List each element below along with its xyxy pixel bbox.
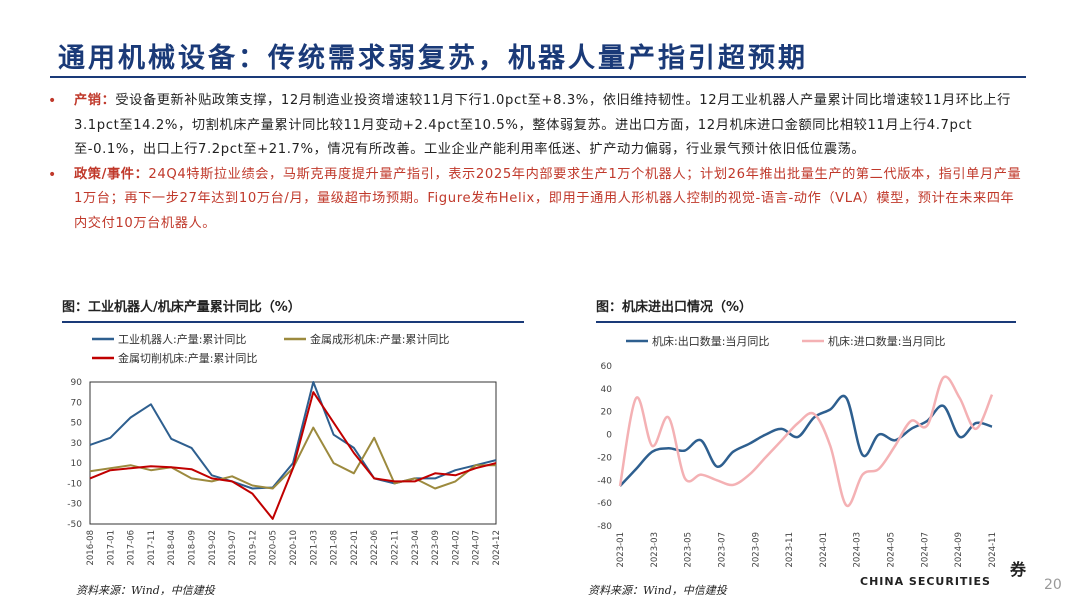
legend-label: 机床:进口数量:当月同比	[828, 334, 945, 348]
brand-mark: 券	[1010, 560, 1027, 579]
machine-tool-import-export-chart: 机床:出口数量:当月同比 机床:进口数量:当月同比 60 40 20 0 -20 -40 -60…	[597, 334, 998, 568]
legend-label: 机床:出口数量:当月同比	[652, 334, 769, 348]
y-tick-label: -60	[597, 499, 612, 509]
bullet-text: 24Q4特斯拉业绩会，马斯克再度提升量产指引，表示2025年内部要求生产1万个机…	[74, 166, 1022, 231]
legend-label: 工业机器人:产量:累计同比	[118, 332, 246, 346]
y-tick-label: -40	[597, 476, 612, 486]
y-tick-label: 0	[606, 431, 612, 441]
bullet-production-sales: • 产销：受设备更新补贴政策支撑，12月制造业投资增速较11月下行1.0pct至…	[48, 89, 1028, 163]
y-tick-label: -20	[597, 453, 612, 463]
x-tick-label: 2024-05	[887, 532, 897, 568]
y-tick-label: 40	[601, 385, 613, 395]
x-tick-label: 2020-05	[269, 530, 279, 566]
x-tick-label: 2022-06	[370, 530, 380, 566]
x-tick-label: 2022-11	[391, 530, 401, 566]
left-chart-rule	[62, 321, 524, 323]
x-tick-label: 2023-03	[650, 532, 660, 568]
legend-label: 金属切削机床:产量:累计同比	[118, 351, 257, 365]
y-tick-label: 60	[601, 362, 613, 372]
x-tick-label: 2021-03	[309, 530, 319, 566]
x-tick-label: 2024-11	[988, 532, 998, 568]
x-tick-label: 2024-01	[819, 532, 829, 568]
x-tick-label: 2023-05	[684, 532, 694, 568]
y-tick-label: -30	[67, 500, 82, 510]
right-source-note: 资料来源：Wind，中信建投	[588, 584, 727, 597]
page-number: 20	[1044, 577, 1062, 593]
left-source-note: 资料来源：Wind，中信建投	[76, 584, 215, 597]
right-chart-title: 图：机床进出口情况（%）	[596, 300, 753, 315]
x-tick-label: 2024-02	[451, 530, 461, 566]
y-tick-label: -80	[597, 522, 612, 532]
x-tick-label: 2019-02	[208, 530, 218, 566]
x-tick-label: 2017-01	[106, 530, 116, 566]
y-tick-label: 70	[71, 398, 83, 408]
x-tick-label: 2023-11	[785, 532, 795, 568]
x-tick-label: 2023-09	[431, 530, 441, 566]
x-tick-label: 2017-11	[147, 530, 157, 566]
x-tick-label: 2024-09	[954, 532, 964, 568]
right-chart-panel: 图：机床进出口情况（%）	[596, 296, 1016, 323]
y-tick-label: 20	[601, 408, 613, 418]
y-tick-label: 90	[71, 378, 83, 388]
x-tick-label: 2017-06	[127, 530, 137, 566]
x-tick-label: 2019-12	[248, 530, 258, 566]
slide-title: 通用机械设备：传统需求弱复苏，机器人量产指引超预期	[58, 43, 808, 74]
legend-label: 金属成形机床:产量:累计同比	[310, 332, 449, 346]
series-line	[618, 375, 994, 507]
industrial-robot-machine-tool-chart: 工业机器人:产量:累计同比 金属成形机床:产量:累计同比金属切削机床:产量:累计同…	[67, 332, 502, 566]
title-underline	[50, 76, 1026, 78]
bullet-lead: 产销：	[74, 93, 116, 108]
x-tick-label: 2020-10	[289, 530, 299, 566]
x-tick-label: 2024-07	[920, 532, 930, 568]
bullet-text: 受设备更新补贴政策支撑，12月制造业投资增速较11月下行1.0pct至+8.3%…	[74, 93, 1011, 157]
x-tick-label: 2021-08	[330, 530, 340, 566]
x-tick-label: 2019-07	[228, 530, 238, 566]
bullet-list: • 产销：受设备更新补贴政策支撑，12月制造业投资增速较11月下行1.0pct至…	[48, 89, 1028, 236]
x-tick-label: 2023-07	[717, 532, 727, 568]
y-tick-label: 10	[71, 459, 83, 469]
x-tick-label: 2018-04	[167, 530, 177, 566]
y-tick-label: 30	[71, 439, 83, 449]
y-tick-label: -10	[67, 479, 82, 489]
x-tick-label: 2024-07	[472, 530, 482, 566]
x-tick-label: 2018-09	[188, 530, 198, 566]
plot-frame	[89, 381, 497, 525]
x-tick-label: 2023-01	[616, 532, 626, 568]
x-tick-label: 2024-03	[853, 532, 863, 568]
y-tick-label: -50	[67, 520, 82, 530]
x-tick-label: 2023-04	[411, 530, 421, 566]
left-chart-title: 图：工业机器人/机床产量累计同比（%）	[62, 300, 301, 315]
x-tick-label: 2022-01	[350, 530, 360, 566]
series-line	[89, 381, 497, 490]
x-tick-label: 2023-09	[751, 532, 761, 568]
bullet-lead: 政策/事件：	[74, 166, 149, 182]
x-tick-label: 2024-12	[492, 530, 502, 566]
bullet-dot: •	[48, 93, 57, 109]
bullet-dot: •	[48, 166, 57, 183]
bullet-policy-events: • 政策/事件：24Q4特斯拉业绩会，马斯克再度提升量产指引，表示2025年内部…	[48, 163, 1028, 237]
right-chart-rule	[596, 321, 1016, 323]
series-line	[89, 391, 497, 520]
y-tick-label: 50	[71, 419, 83, 429]
left-chart-panel: 图：工业机器人/机床产量累计同比（%）	[62, 296, 524, 323]
brand-logo: CHINA SECURITIES	[860, 575, 991, 588]
x-tick-label: 2016-08	[86, 530, 96, 566]
